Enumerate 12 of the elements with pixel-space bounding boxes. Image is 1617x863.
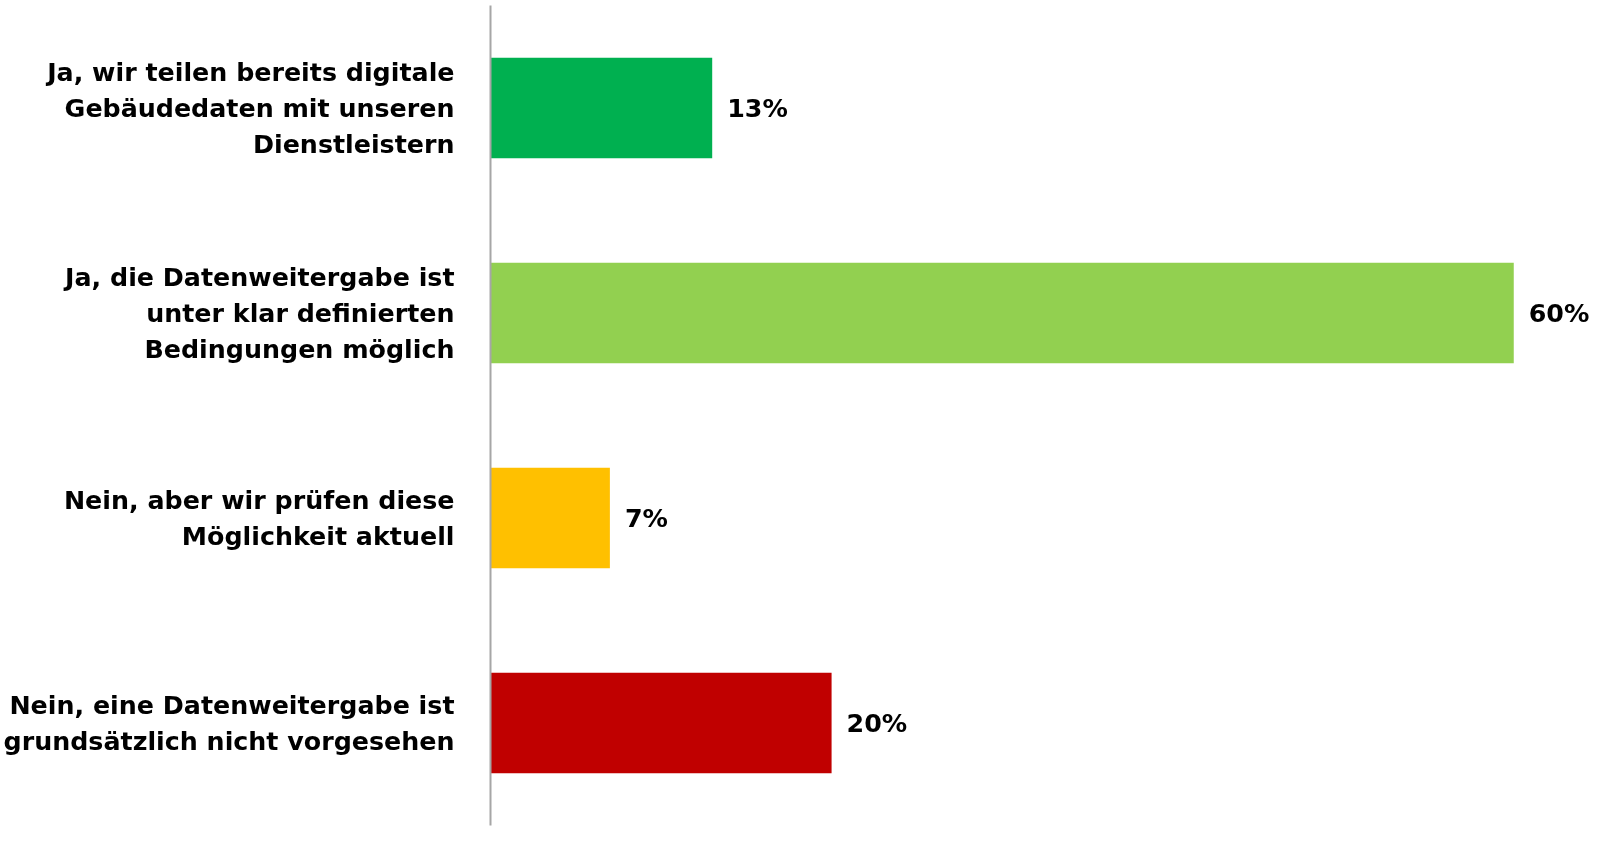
y-tick-label: Nein, eine Datenweitergabe ist grundsätzlich nicht vorgesehen: [3, 690, 455, 756]
bar: [490, 262, 1514, 364]
bar: [490, 467, 610, 569]
data-label: 13%: [727, 93, 788, 123]
y-tick-label: Ja, die Datenweitergabe ist unter klar definierten Bedingungen möglich: [63, 262, 455, 364]
bar: [490, 57, 713, 159]
y-tick-label: Ja, wir teilen bereits digitale Gebäudedaten mit unseren Dienstleistern: [45, 57, 455, 159]
data-label: 7%: [624, 503, 668, 533]
y-tick-label: Nein, aber wir prüfen diese Möglichkeit aktuell: [63, 485, 455, 551]
data-label: 20%: [846, 708, 908, 738]
data-label: 60%: [1528, 298, 1590, 328]
bar: [490, 672, 832, 774]
